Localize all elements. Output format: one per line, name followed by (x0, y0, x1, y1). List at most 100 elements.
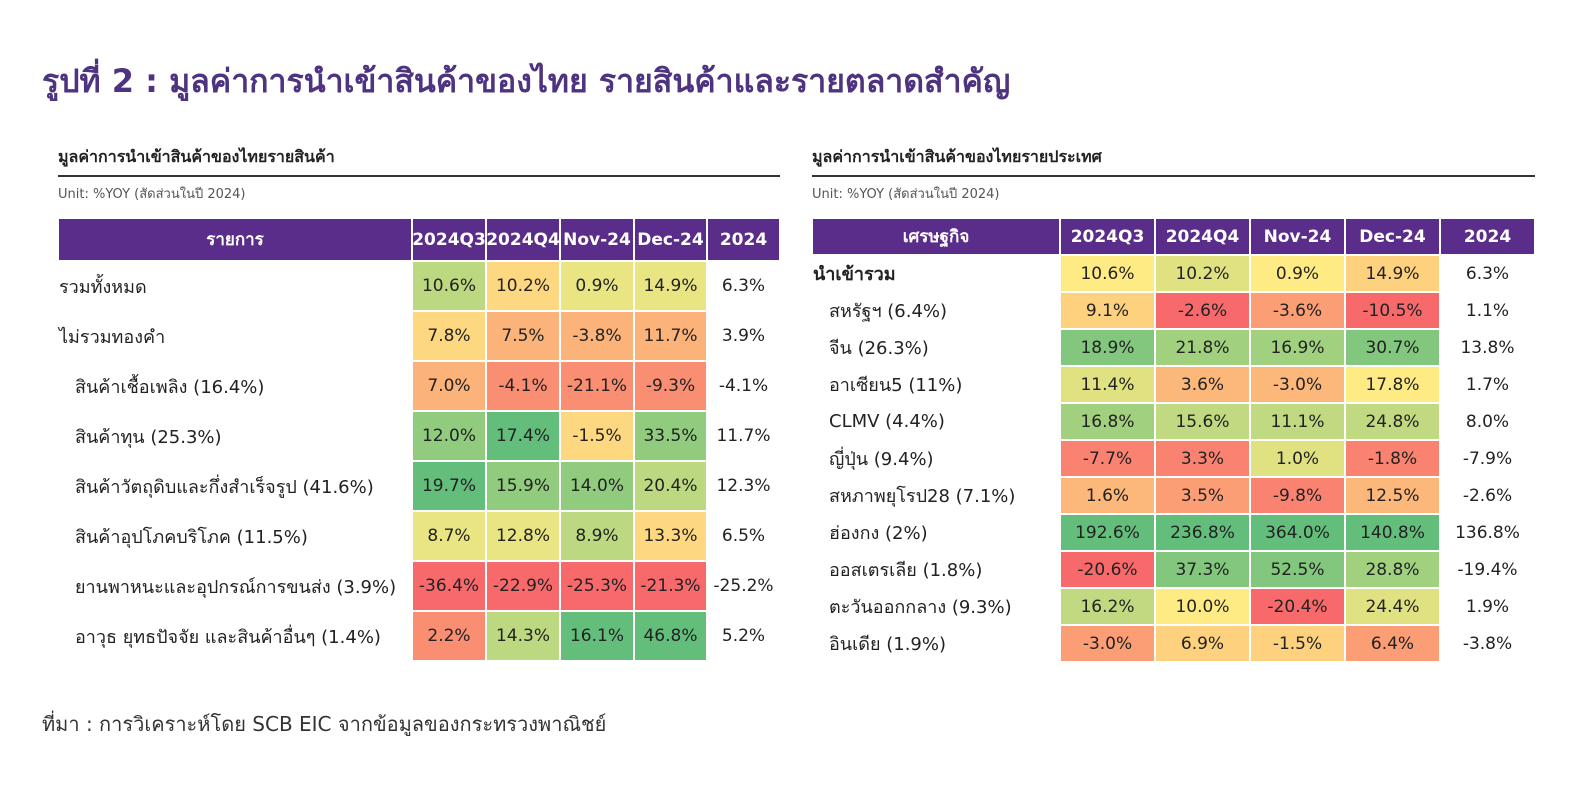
value-cell: -3.6% (1250, 292, 1345, 329)
value-cell: 11.4% (1060, 366, 1155, 403)
table-row: สินค้าอุปโภคบริโภค (11.5%) 8.7% 12.8% 8.9% 1… (58, 511, 780, 561)
value-cell: -20.4% (1250, 588, 1345, 625)
table-row: ยานพาหนะและอุปกรณ์การขนส่ง (3.9%) -36.4% -… (58, 561, 780, 611)
row-label: อาเซียน5 (11%) (812, 366, 1060, 403)
value-cell: -7.7% (1060, 440, 1155, 477)
value-cell: -7.9% (1440, 440, 1535, 477)
value-cell: -2.6% (1440, 477, 1535, 514)
value-cell: 15.9% (486, 461, 560, 511)
value-cell: 8.9% (560, 511, 634, 561)
row-label: ญี่ปุ่น (9.4%) (812, 440, 1060, 477)
value-cell: -20.6% (1060, 551, 1155, 588)
table-row: สินค้าวัตถุดิบและกึ่งสำเร็จรูป (41.6%) 19… (58, 461, 780, 511)
value-cell: 8.7% (412, 511, 486, 561)
value-cell: 28.8% (1345, 551, 1440, 588)
value-cell: 6.3% (1440, 255, 1535, 292)
value-cell: 18.9% (1060, 329, 1155, 366)
header-cell: รายการ (58, 218, 412, 261)
header-cell: 2024Q3 (1060, 218, 1155, 255)
value-cell: -3.8% (1440, 625, 1535, 662)
value-cell: 11.7% (634, 311, 707, 361)
table-row: อาวุธ ยุทธปัจจัย และสินค้าอื่นๆ (1.4%) 2.… (58, 611, 780, 661)
value-cell: 16.9% (1250, 329, 1345, 366)
row-label: ยานพาหนะและอุปกรณ์การขนส่ง (3.9%) (58, 561, 412, 611)
value-cell: 16.1% (560, 611, 634, 661)
value-cell: 46.8% (634, 611, 707, 661)
row-label: อินเดีย (1.9%) (812, 625, 1060, 662)
value-cell: 7.5% (486, 311, 560, 361)
value-cell: -1.5% (1250, 625, 1345, 662)
row-label: สหรัฐฯ (6.4%) (812, 292, 1060, 329)
value-cell: -21.3% (634, 561, 707, 611)
value-cell: 3.9% (707, 311, 780, 361)
value-cell: 5.2% (707, 611, 780, 661)
value-cell: 21.8% (1155, 329, 1250, 366)
table-row: CLMV (4.4%) 16.8% 15.6% 11.1% 24.8% 8.0% (812, 403, 1535, 440)
row-label: สินค้าทุน (25.3%) (58, 411, 412, 461)
row-label: CLMV (4.4%) (812, 403, 1060, 440)
table-row: นำเข้ารวม 10.6% 10.2% 0.9% 14.9% 6.3% (812, 255, 1535, 292)
value-cell: 3.6% (1155, 366, 1250, 403)
value-cell: 1.1% (1440, 292, 1535, 329)
value-cell: 12.3% (707, 461, 780, 511)
header-cell: 2024Q4 (486, 218, 560, 261)
table-subtitle: มูลค่าการนำเข้าสินค้าของไทยรายประเทศ (812, 145, 1535, 177)
header-cell: 2024 (1440, 218, 1535, 255)
table-row: รวมทั้งหมด 10.6% 10.2% 0.9% 14.9% 6.3% (58, 261, 780, 311)
value-cell: -3.0% (1060, 625, 1155, 662)
value-cell: 6.4% (1345, 625, 1440, 662)
header-cell: Dec-24 (634, 218, 707, 261)
value-cell: 1.0% (1250, 440, 1345, 477)
value-cell: -36.4% (412, 561, 486, 611)
row-label: อาวุธ ยุทธปัจจัย และสินค้าอื่นๆ (1.4%) (58, 611, 412, 661)
row-label: ไม่รวมทองคำ (58, 311, 412, 361)
value-cell: 7.0% (412, 361, 486, 411)
value-cell: 19.7% (412, 461, 486, 511)
header-cell: 2024Q4 (1155, 218, 1250, 255)
value-cell: 24.4% (1345, 588, 1440, 625)
table-unit: Unit: %YOY (สัดส่วนในปี 2024) (812, 187, 1000, 202)
value-cell: 14.9% (1345, 255, 1440, 292)
value-cell: -4.1% (486, 361, 560, 411)
header-cell: 2024 (707, 218, 780, 261)
value-cell: 13.8% (1440, 329, 1535, 366)
row-label: นำเข้ารวม (812, 255, 1060, 292)
value-cell: 10.0% (1155, 588, 1250, 625)
table-row: สินค้าทุน (25.3%) 12.0% 17.4% -1.5% 33.5% 11.… (58, 411, 780, 461)
value-cell: -9.8% (1250, 477, 1345, 514)
header-cell: 2024Q3 (412, 218, 486, 261)
row-label: รวมทั้งหมด (58, 261, 412, 311)
header-cell: Nov-24 (1250, 218, 1345, 255)
value-cell: 17.8% (1345, 366, 1440, 403)
value-cell: -2.6% (1155, 292, 1250, 329)
row-label: ฮ่องกง (2%) (812, 514, 1060, 551)
value-cell: 0.9% (1250, 255, 1345, 292)
value-cell: 30.7% (1345, 329, 1440, 366)
row-label: สินค้าวัตถุดิบและกึ่งสำเร็จรูป (41.6%) (58, 461, 412, 511)
value-cell: 14.0% (560, 461, 634, 511)
value-cell: 16.2% (1060, 588, 1155, 625)
value-cell: -19.4% (1440, 551, 1535, 588)
value-cell: 52.5% (1250, 551, 1345, 588)
value-cell: 3.5% (1155, 477, 1250, 514)
value-cell: 15.6% (1155, 403, 1250, 440)
value-cell: -3.0% (1250, 366, 1345, 403)
table-row: ไม่รวมทองคำ 7.8% 7.5% -3.8% 11.7% 3.9% (58, 311, 780, 361)
value-cell: 17.4% (486, 411, 560, 461)
country-panel: มูลค่าการนำเข้าสินค้าของไทยรายประเทศ Unit… (812, 145, 1535, 662)
header-cell: Nov-24 (560, 218, 634, 261)
value-cell: 10.2% (1155, 255, 1250, 292)
value-cell: -9.3% (634, 361, 707, 411)
value-cell: 8.0% (1440, 403, 1535, 440)
value-cell: 20.4% (634, 461, 707, 511)
value-cell: 2.2% (412, 611, 486, 661)
header-cell: เศรษฐกิจ (812, 218, 1060, 255)
table-row: สินค้าเชื้อเพลิง (16.4%) 7.0% -4.1% -21.1% -… (58, 361, 780, 411)
value-cell: 10.6% (1060, 255, 1155, 292)
value-cell: 0.9% (560, 261, 634, 311)
table-row: ฮ่องกง (2%) 192.6% 236.8% 364.0% 140.8% 136.8… (812, 514, 1535, 551)
product-panel: มูลค่าการนำเข้าสินค้าของไทยรายสินค้า Unit… (58, 145, 780, 661)
value-cell: -25.3% (560, 561, 634, 611)
table-row: สหภาพยุโรป28 (7.1%) 1.6% 3.5% -9.8% 12.5% -2.… (812, 477, 1535, 514)
